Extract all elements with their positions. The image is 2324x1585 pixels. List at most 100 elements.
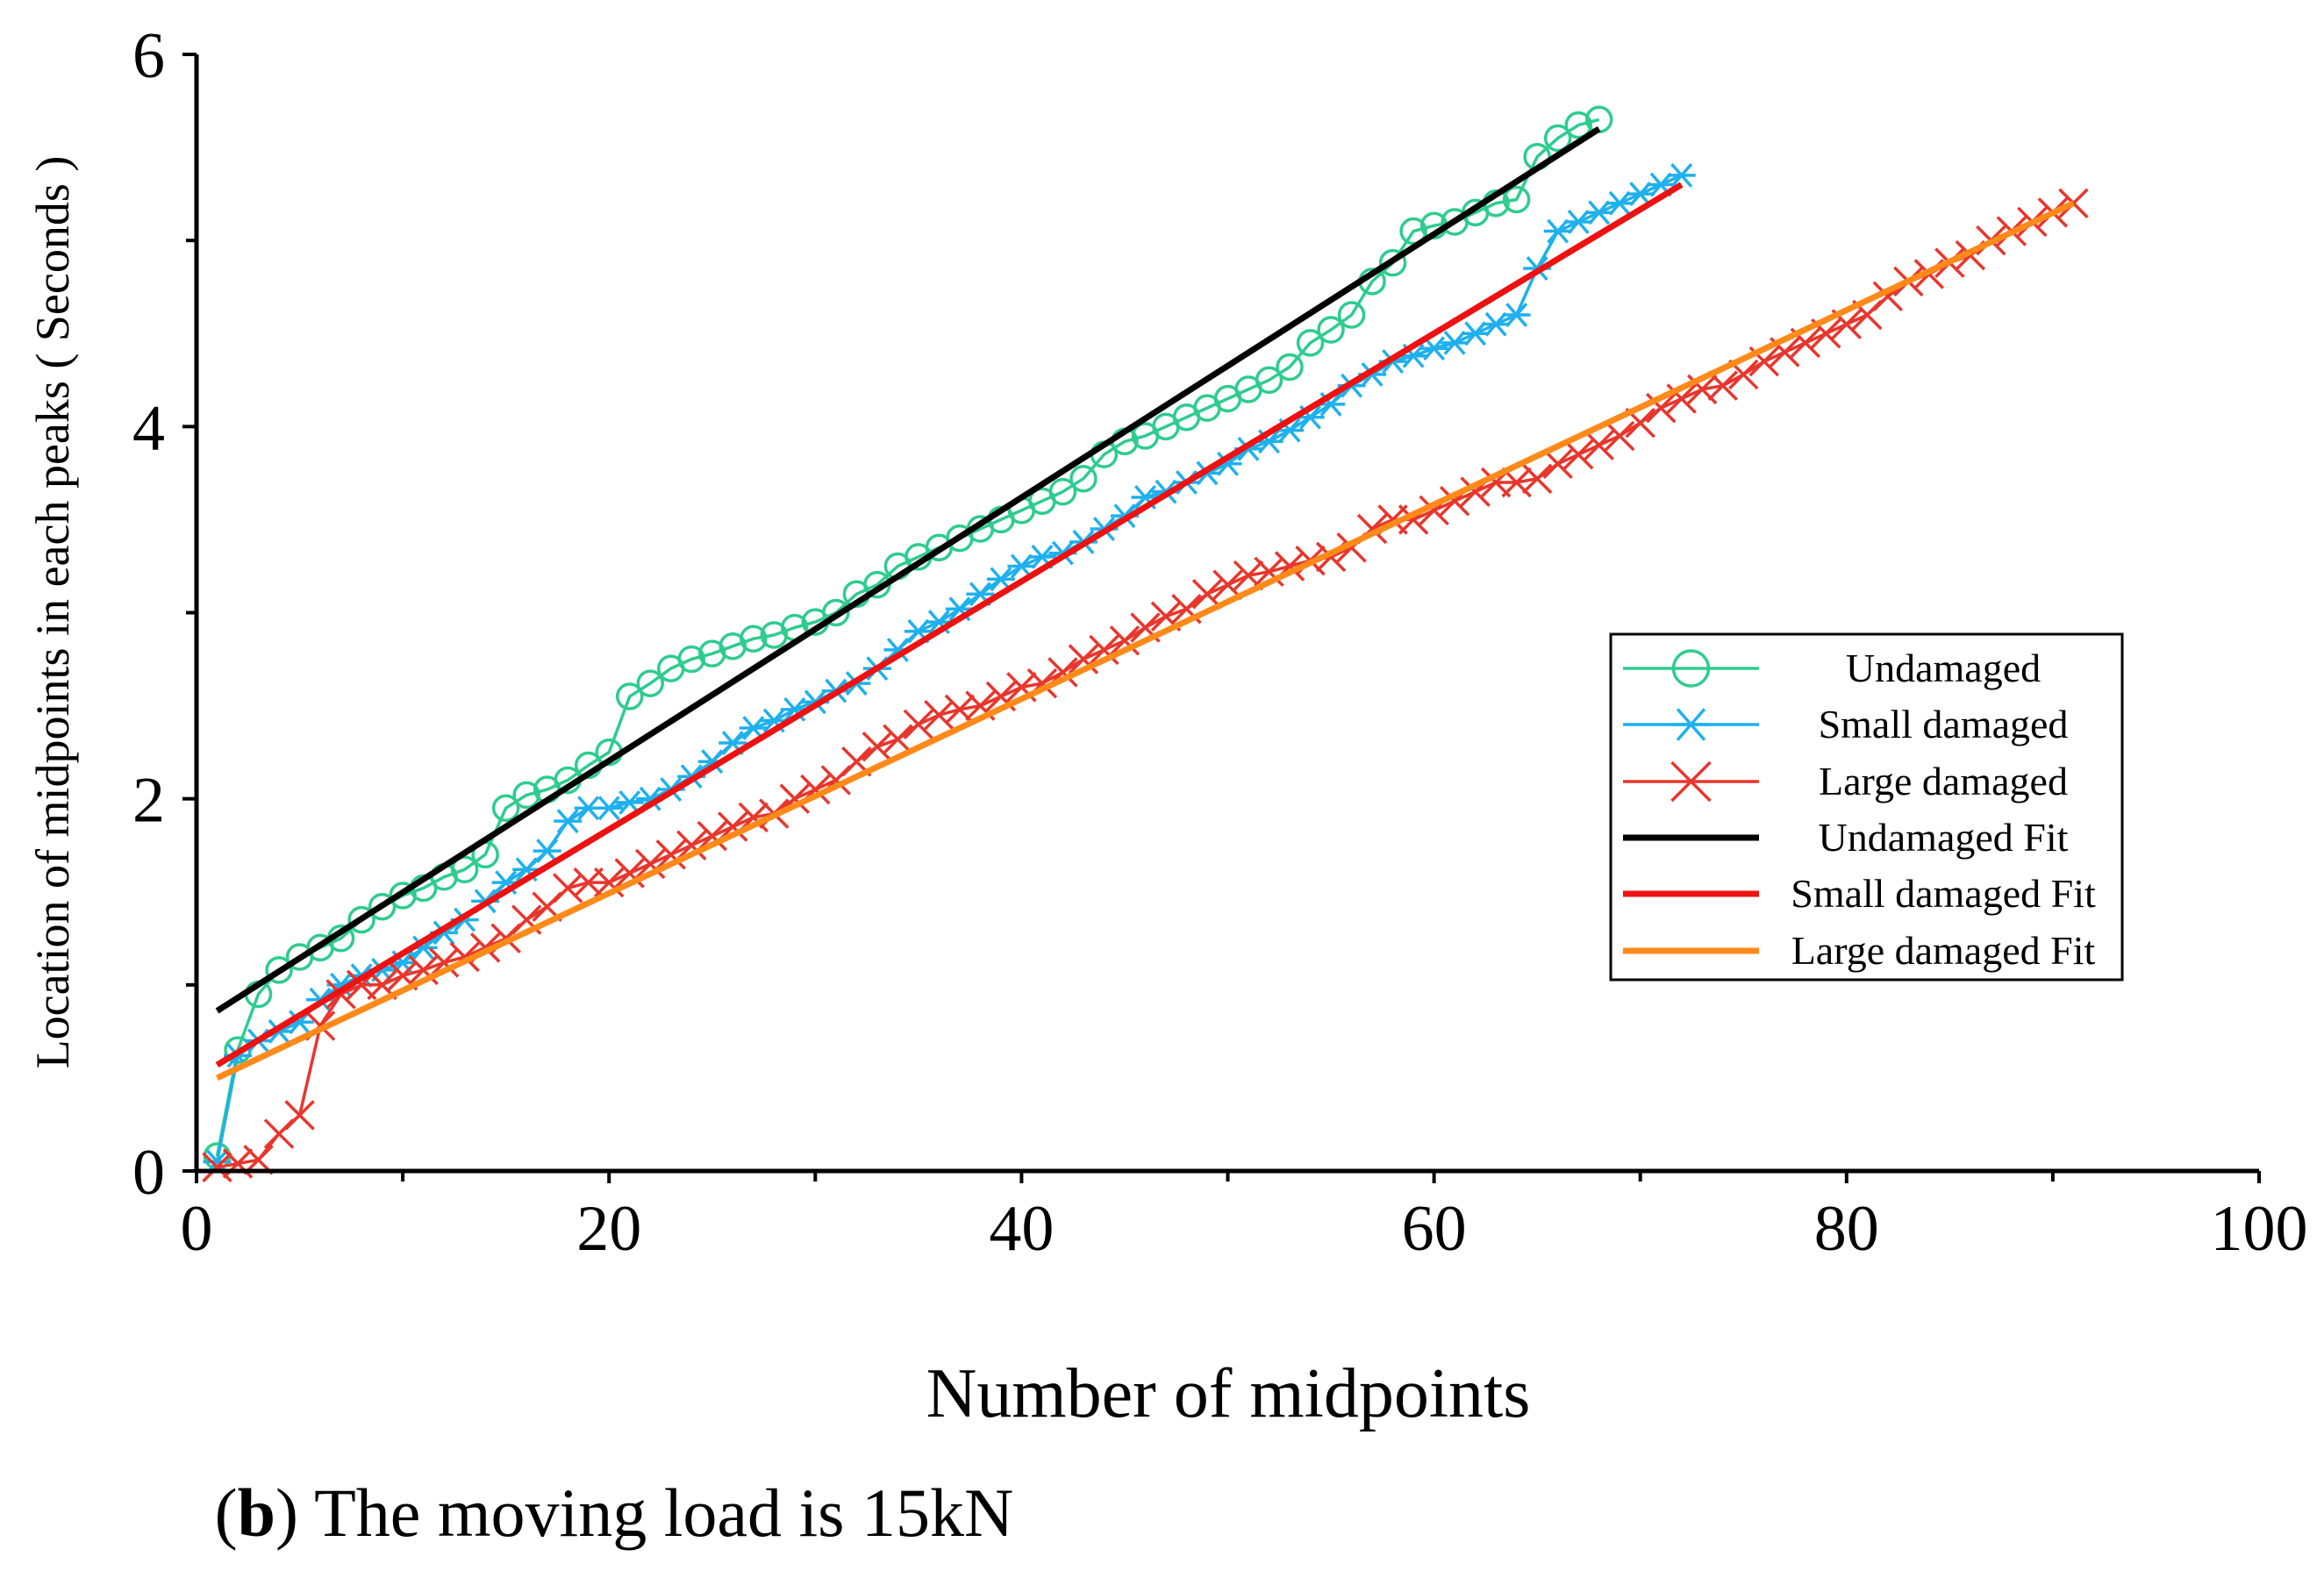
data-point-circle [265, 956, 293, 984]
x-tick-label-60: 60 [1402, 1193, 1467, 1265]
x-axis-title: Number of midpoints [926, 1355, 1531, 1432]
data-point-asterisk [1584, 200, 1613, 225]
series-undamaged-fit [215, 125, 1601, 1014]
data-point-circle [1502, 185, 1531, 214]
data-point-asterisk [1543, 218, 1572, 244]
data-point-x [1604, 420, 1635, 452]
data-point-circle [368, 892, 397, 921]
data-point-circle [450, 855, 479, 884]
data-point-circle [1276, 353, 1304, 382]
caption-letter: b [237, 1474, 276, 1551]
x-tick-label-80: 80 [1814, 1193, 1879, 1265]
series-undamaged [203, 105, 1613, 1170]
series-large-damaged-fit [216, 200, 2075, 1082]
data-point-x [944, 694, 976, 725]
legend-label: Undamaged [1846, 646, 2041, 690]
legend-label: Small damaged [1819, 702, 2069, 746]
legend-label: Large damaged [1819, 759, 2068, 803]
data-point-asterisk [1564, 209, 1593, 234]
y-tick-label-4: 4 [132, 392, 165, 464]
data-point-x [862, 732, 893, 762]
figure-caption: (b) The moving load is 15kN [214, 1474, 1014, 1551]
legend: Undamaged Small damaged Large damaged Undam… [1609, 632, 2124, 982]
legend-item-small-damaged: Small damaged [1623, 702, 2068, 746]
data-point-x [924, 699, 955, 731]
legend-item-large-damaged: Large damaged [1623, 759, 2068, 803]
data-point-x [1562, 439, 1594, 470]
data-point-x [1670, 760, 1712, 803]
data-point-circle [1317, 316, 1345, 344]
data-point-asterisk [1671, 708, 1711, 741]
data-point-asterisk [1605, 190, 1634, 216]
data-point-circle [677, 645, 705, 674]
data-point-x [284, 1100, 315, 1131]
series-line [215, 174, 1683, 1162]
data-point-circle [740, 625, 768, 653]
data-point-circle [1296, 329, 1325, 357]
legend-item-undamaged-fit: Undamaged Fit [1623, 815, 2069, 860]
series-line [216, 200, 2075, 1082]
ticks: 0 20 40 60 80 100 0 2 4 6 [132, 20, 2308, 1265]
data-point-asterisk [1626, 182, 1655, 207]
legend-label: Large damaged Fit [1791, 928, 2096, 973]
plot-series [202, 105, 2089, 1182]
data-point-circle [615, 682, 644, 710]
y-tick-label-2: 2 [132, 765, 165, 837]
x-tick-label-0: 0 [181, 1193, 213, 1265]
data-point-x [428, 947, 460, 978]
data-point-circle [347, 905, 375, 934]
data-point-circle [1671, 649, 1711, 688]
axes [194, 54, 2259, 1174]
x-tick-label-40: 40 [989, 1193, 1054, 1265]
data-point-circle [1378, 248, 1407, 277]
data-point-asterisk [1502, 303, 1531, 327]
x-tick-label-100: 100 [2211, 1193, 2308, 1265]
data-point-circle [1337, 301, 1366, 329]
data-point-asterisk [1419, 336, 1448, 361]
data-point-x [697, 820, 727, 852]
data-point-asterisk [1482, 311, 1511, 337]
y-tick-label-0: 0 [132, 1137, 165, 1209]
legend-box [1609, 632, 2124, 982]
data-point-asterisk [1441, 330, 1469, 355]
data-point-circle [636, 669, 664, 697]
data-point-x [1089, 634, 1119, 666]
data-point-x [1707, 370, 1738, 401]
data-point-circle [1048, 477, 1077, 506]
data-point-asterisk [533, 839, 561, 864]
series-small-damaged-fit [215, 182, 1684, 1068]
legend-item-undamaged: Undamaged [1623, 646, 2041, 690]
legend-item-large-damaged-fit: Large damaged Fit [1623, 928, 2096, 973]
data-point-circle [491, 794, 520, 823]
caption-text: The moving load is 15kN [314, 1474, 1014, 1551]
y-axis-title: Location of midpoints in each peaks ( Se… [26, 156, 79, 1069]
data-point-circle [1564, 111, 1592, 139]
data-point-circle [822, 598, 850, 627]
legend-label: Undamaged Fit [1819, 815, 2069, 860]
data-point-asterisk [595, 796, 624, 821]
data-point-x [634, 848, 666, 880]
data-point-asterisk [554, 809, 583, 834]
data-point-asterisk [1667, 162, 1696, 188]
series-line [215, 125, 1601, 1014]
data-point-x [1645, 392, 1677, 424]
data-point-circle [1543, 124, 1572, 153]
data-point-x [676, 830, 707, 860]
data-point-x [883, 724, 913, 755]
y-tick-label-6: 6 [132, 20, 165, 92]
data-point-x [903, 709, 934, 740]
data-point-x [1584, 430, 1614, 461]
data-point-x [552, 873, 583, 903]
data-point-x [614, 858, 645, 889]
data-point-circle [512, 781, 540, 810]
data-point-circle [1255, 366, 1284, 395]
legend-label: Small damaged Fit [1791, 871, 2096, 916]
legend-item-small-damaged-fit: Small damaged Fit [1623, 871, 2096, 916]
data-point-circle [1399, 217, 1427, 246]
x-tick-label-20: 20 [576, 1193, 641, 1265]
data-point-x [1542, 448, 1573, 480]
series-small-damaged [203, 162, 1696, 1174]
data-point-asterisk [1461, 321, 1490, 346]
series-line [215, 182, 1684, 1068]
